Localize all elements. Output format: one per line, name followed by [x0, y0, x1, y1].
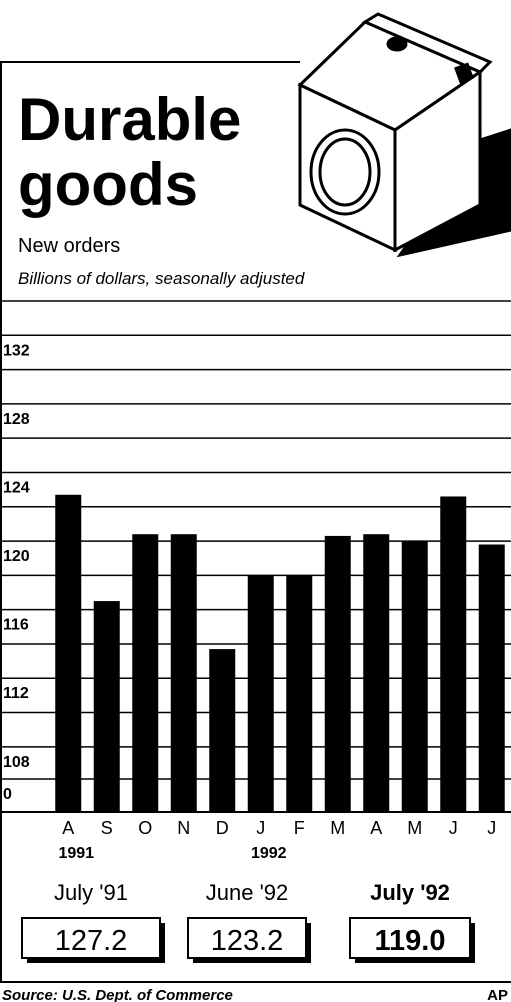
x-tick-label: F — [294, 818, 305, 838]
bar — [209, 649, 235, 812]
highlight-label: July '92 — [370, 880, 450, 905]
x-tick-label: J — [449, 818, 458, 838]
bar — [132, 534, 158, 812]
y-tick-label: 132 — [3, 342, 30, 359]
highlight-value: 123.2 — [211, 925, 284, 957]
bar — [55, 495, 81, 812]
washer-illustration — [300, 14, 511, 255]
bar — [479, 544, 505, 812]
bar — [248, 575, 274, 812]
bar — [440, 496, 466, 812]
x-tick-label: O — [138, 818, 152, 838]
y-tick-label: 108 — [3, 754, 30, 771]
y-tick-label: 120 — [3, 548, 30, 565]
x-tick-label: A — [62, 818, 74, 838]
chart-subtitle: New orders — [18, 235, 120, 257]
x-sublabel: 1992 — [251, 845, 287, 862]
y-tick-label: 128 — [3, 411, 30, 428]
highlight-value: 119.0 — [375, 925, 446, 957]
x-tick-label: J — [256, 818, 265, 838]
x-tick-label: N — [177, 818, 190, 838]
chart-title-line2: goods — [18, 151, 198, 218]
x-tick-label: S — [101, 818, 113, 838]
highlight-label: July '91 — [54, 880, 128, 905]
y-tick-label: 116 — [3, 617, 29, 634]
highlight-value: 127.2 — [55, 925, 128, 957]
chart: Durable goods New orders Billions of dol… — [0, 0, 511, 1002]
y-tick-label: 124 — [3, 479, 30, 496]
y-tick-label: 0 — [3, 786, 12, 803]
x-tick-label: J — [487, 818, 496, 838]
x-sublabel: 1991 — [58, 845, 94, 862]
bar — [171, 534, 197, 812]
bar — [402, 541, 428, 812]
bar — [325, 536, 351, 812]
x-tick-label: A — [370, 818, 382, 838]
credit: AP — [487, 987, 508, 1002]
bar — [363, 534, 389, 812]
highlight-label: June '92 — [206, 880, 289, 905]
source: Source: U.S. Dept. of Commerce — [2, 987, 233, 1002]
x-tick-label: M — [330, 818, 345, 838]
bar — [286, 575, 312, 812]
x-tick-label: M — [407, 818, 422, 838]
y-tick-label: 112 — [3, 685, 29, 702]
chart-title: Durable — [18, 86, 241, 153]
chart-note: Billions of dollars, seasonally adjusted — [18, 269, 305, 288]
bar — [94, 601, 120, 812]
x-tick-label: D — [216, 818, 229, 838]
